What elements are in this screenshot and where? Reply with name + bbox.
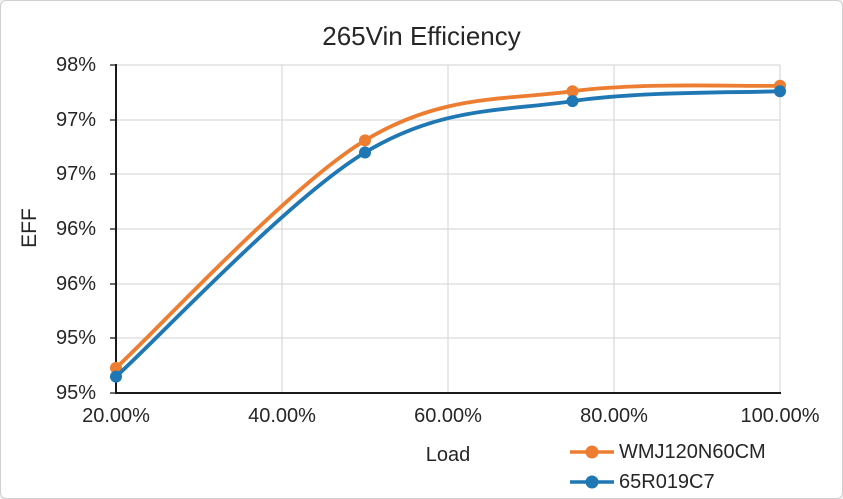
x-axis-title: Load <box>425 444 471 466</box>
y-tick-label: 97% <box>55 163 96 185</box>
legend-item-wmj120n60cm: WMJ120N60CM <box>569 441 766 463</box>
data-point-marker <box>359 134 371 147</box>
data-point-marker <box>566 85 579 98</box>
series-layer <box>110 79 786 383</box>
data-point-marker <box>566 95 579 108</box>
legend: WMJ120N60CM 65R019C7 <box>569 441 766 498</box>
chart-title: 265Vin Efficiency <box>322 21 521 51</box>
x-tick-label: 20.00% <box>82 405 150 427</box>
y-tick-label: 96% <box>55 218 96 240</box>
legend-item-65r019c7: 65R019C7 <box>569 471 766 493</box>
y-tick-label: 96% <box>55 273 96 295</box>
legend-label: WMJ120N60CM <box>619 440 766 463</box>
y-tick-label: 98% <box>55 54 96 76</box>
series-line-WMJ120N60CM <box>114 83 782 370</box>
legend-label: 65R019C7 <box>619 470 715 493</box>
legend-swatch-line-marker-icon <box>570 445 614 459</box>
y-tick-label: 97% <box>55 109 96 131</box>
data-point-marker <box>359 146 371 159</box>
data-point-marker <box>110 370 122 383</box>
data-point-marker <box>110 361 122 374</box>
x-tick-label: 80.00% <box>580 405 648 427</box>
y-tick-label: 95% <box>55 327 96 349</box>
x-tick-label: 60.00% <box>414 405 482 427</box>
legend-swatch-line-marker-icon <box>570 475 614 489</box>
y-tick-label: 95% <box>55 382 96 404</box>
series-line-65R019C7 <box>114 89 782 379</box>
x-tick-label: 100.00% <box>740 405 820 427</box>
x-tick-label: 40.00% <box>248 405 316 427</box>
data-point-marker <box>774 85 786 98</box>
